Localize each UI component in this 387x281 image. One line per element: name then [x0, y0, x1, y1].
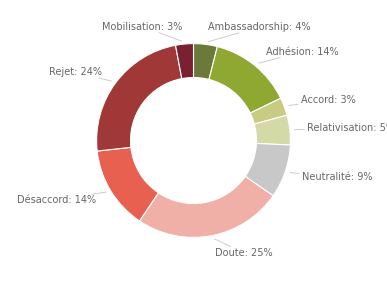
Wedge shape [194, 44, 217, 80]
Text: Désaccord: 14%: Désaccord: 14% [17, 192, 106, 205]
Text: Adhésion: 14%: Adhésion: 14% [259, 47, 338, 63]
Text: Neutralité: 9%: Neutralité: 9% [290, 172, 372, 182]
Wedge shape [97, 147, 158, 221]
Wedge shape [250, 98, 287, 124]
Wedge shape [176, 44, 194, 79]
Text: Doute: 25%: Doute: 25% [214, 239, 272, 258]
Wedge shape [97, 45, 182, 151]
Text: Relativisation: 5%: Relativisation: 5% [295, 123, 387, 133]
Text: Ambassadorship: 4%: Ambassadorship: 4% [208, 22, 310, 42]
Wedge shape [254, 115, 290, 145]
Wedge shape [245, 143, 290, 196]
Wedge shape [209, 47, 281, 113]
Text: Accord: 3%: Accord: 3% [289, 96, 355, 106]
Wedge shape [139, 176, 273, 237]
Text: Rejet: 24%: Rejet: 24% [49, 67, 111, 81]
Text: Mobilisation: 3%: Mobilisation: 3% [103, 22, 183, 41]
